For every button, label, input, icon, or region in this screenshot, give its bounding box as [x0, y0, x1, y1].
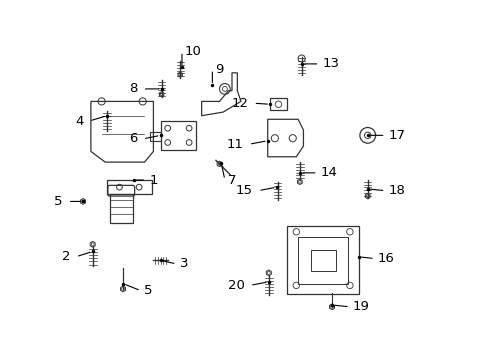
Text: 7: 7: [227, 174, 236, 186]
Text: 5: 5: [54, 195, 62, 208]
Text: 13: 13: [322, 57, 339, 71]
Text: 1: 1: [149, 174, 157, 186]
Text: 20: 20: [227, 279, 244, 292]
Text: 3: 3: [179, 257, 187, 270]
Text: 2: 2: [62, 250, 70, 263]
Text: 19: 19: [352, 300, 369, 313]
Text: 16: 16: [377, 252, 394, 265]
Text: 10: 10: [184, 45, 202, 58]
Text: 15: 15: [235, 184, 252, 197]
Text: 8: 8: [129, 82, 137, 95]
Text: 14: 14: [320, 166, 337, 179]
Text: 11: 11: [226, 138, 243, 151]
Text: 4: 4: [75, 114, 83, 127]
Text: 6: 6: [129, 132, 137, 145]
Text: 5: 5: [143, 284, 152, 297]
Text: 18: 18: [387, 184, 405, 197]
Text: 17: 17: [387, 129, 405, 142]
Text: 9: 9: [215, 63, 223, 76]
Text: 12: 12: [231, 97, 247, 110]
